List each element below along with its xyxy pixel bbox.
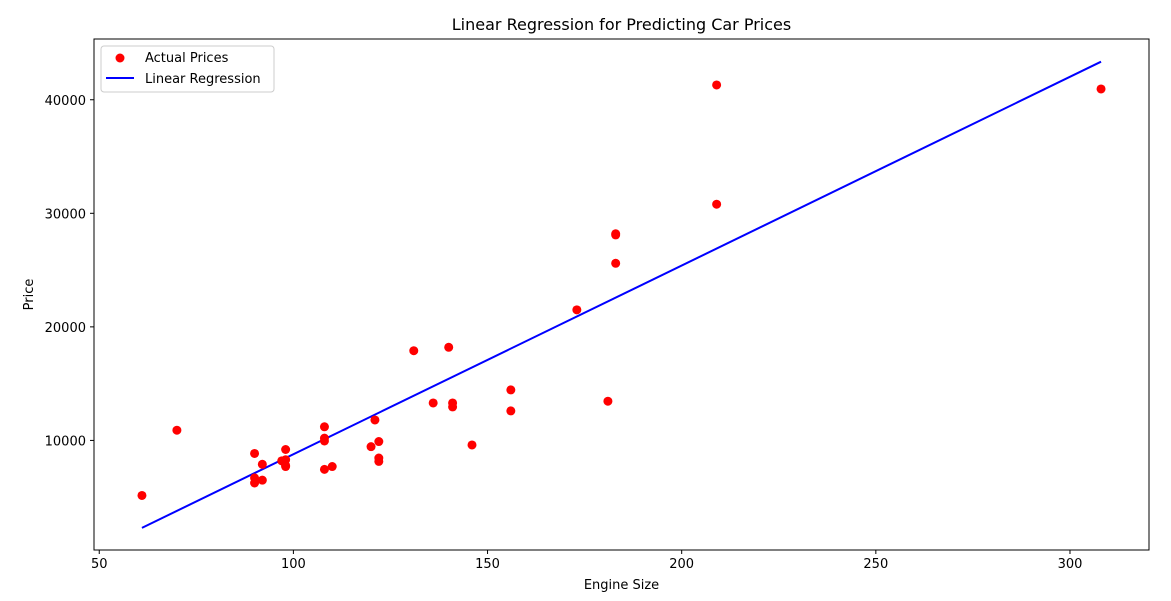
data-point [250, 448, 260, 458]
data-point [506, 406, 516, 416]
y-tick-label: 30000 [45, 207, 86, 222]
x-tick-label: 200 [669, 557, 694, 572]
x-tick-label: 150 [475, 557, 500, 572]
data-point [506, 385, 516, 395]
y-tick-label: 40000 [45, 94, 86, 109]
data-point [374, 437, 384, 447]
y-tick-label: 10000 [45, 434, 86, 449]
data-point [281, 445, 291, 455]
data-point [428, 398, 438, 408]
legend-label-linear-regression: Linear Regression [145, 72, 261, 87]
data-point [1096, 84, 1106, 94]
data-point [444, 342, 454, 352]
data-point [327, 462, 337, 472]
y-tick-label: 20000 [45, 321, 86, 336]
data-point [137, 490, 147, 500]
data-point [603, 396, 613, 406]
data-point [257, 475, 267, 485]
data-point [467, 440, 477, 450]
data-point [572, 305, 582, 315]
x-tick-label: 250 [863, 557, 888, 572]
data-point [712, 199, 722, 209]
x-tick-label: 100 [281, 557, 306, 572]
data-point [448, 402, 458, 412]
x-axis-label: Engine Size [584, 578, 659, 593]
data-point [370, 415, 380, 425]
regression-line [141, 60, 1102, 529]
data-point [374, 456, 384, 466]
data-point [611, 230, 621, 240]
y-axis-label: Price [22, 279, 37, 311]
data-point [250, 478, 260, 488]
data-point [319, 436, 329, 446]
data-point [409, 346, 419, 356]
data-point [172, 425, 182, 435]
plot-area [137, 60, 1106, 529]
x-tick-label: 300 [1058, 557, 1083, 572]
y-axis-ticks: 10000 20000 30000 40000 [45, 94, 94, 449]
data-point [366, 442, 376, 452]
data-point [281, 462, 291, 472]
axes-frame [93, 38, 1150, 551]
data-point [611, 258, 621, 268]
data-point [319, 422, 329, 432]
legend-label-actual-prices: Actual Prices [145, 51, 229, 66]
legend-marker-actual-prices [115, 53, 125, 63]
legend: Actual Prices Linear Regression [100, 45, 275, 93]
legend-box [100, 45, 275, 93]
data-point [257, 459, 267, 469]
chart-title: Linear Regression for Predicting Car Pri… [452, 15, 791, 34]
x-tick-label: 50 [91, 557, 108, 572]
data-point [712, 80, 722, 90]
data-point [319, 464, 329, 474]
x-axis-ticks: 50 100 150 200 250 300 [91, 550, 1082, 572]
